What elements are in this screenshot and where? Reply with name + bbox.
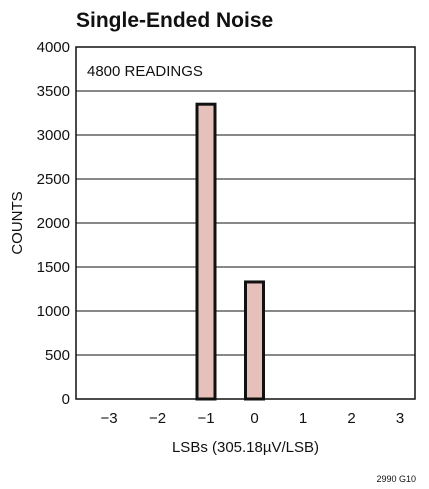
bar <box>195 102 217 401</box>
y-tick-label: 4000 <box>37 39 70 56</box>
y-tick-label: 500 <box>45 347 70 364</box>
y-tick-label: 1000 <box>37 303 70 320</box>
x-tick-label: 0 <box>250 410 258 427</box>
x-tick-label: −3 <box>100 410 117 427</box>
chart-title: Single-Ended Noise <box>76 9 273 32</box>
y-tick-label: 3500 <box>37 83 70 100</box>
y-tick-label: 0 <box>62 391 70 408</box>
x-tick-label: 2 <box>347 410 355 427</box>
y-tick-label: 2000 <box>37 215 70 232</box>
y-tick-label: 1500 <box>37 259 70 276</box>
plot-frame <box>75 46 416 400</box>
x-axis-label: LSBs (305.18µV/LSB) <box>172 439 319 456</box>
bar <box>244 280 265 401</box>
y-tick-label: 3000 <box>37 127 70 144</box>
annotation-readings: 4800 READINGS <box>87 63 203 80</box>
x-tick-label: −1 <box>197 410 214 427</box>
y-tick-labels: 0 500 1000 1500 2000 2500 3000 3500 4000 <box>37 39 70 408</box>
x-tick-labels: −3 −2 −1 0 1 2 3 <box>100 410 404 427</box>
y-tick-label: 2500 <box>37 171 70 188</box>
grid <box>76 90 415 356</box>
x-tick-label: −2 <box>149 410 166 427</box>
figure-code: 2990 G10 <box>376 474 416 484</box>
x-tick-label: 1 <box>299 410 307 427</box>
y-axis-label: COUNTS <box>9 191 26 254</box>
x-tick-label: 3 <box>396 410 404 427</box>
